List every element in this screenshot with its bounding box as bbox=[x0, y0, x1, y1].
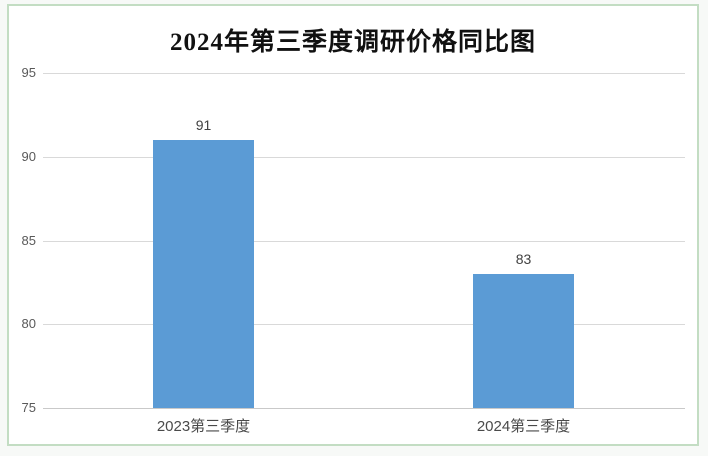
y-tick-label: 90 bbox=[21, 149, 36, 164]
chart-inner: 2024年第三季度调研价格同比图 95 90 85 80 75 91 2023第三季度 83 2… bbox=[9, 6, 697, 444]
y-gridline bbox=[43, 324, 685, 325]
chart-frame: 2024年第三季度调研价格同比图 95 90 85 80 75 91 2023第三季度 83 2… bbox=[7, 4, 699, 446]
y-gridline bbox=[43, 241, 685, 242]
y-tick-label: 85 bbox=[21, 233, 36, 248]
bar-value-label: 83 bbox=[515, 251, 532, 267]
bar-value-label: 91 bbox=[195, 117, 212, 133]
y-tick-label: 80 bbox=[21, 316, 36, 331]
y-tick-label: 75 bbox=[21, 400, 36, 415]
y-gridline bbox=[43, 157, 685, 158]
y-gridline bbox=[43, 73, 685, 74]
bar bbox=[153, 140, 254, 408]
plot-area: 95 90 85 80 75 91 2023第三季度 83 2024第三季度 bbox=[9, 6, 697, 444]
bar bbox=[473, 274, 574, 408]
chart-title: 2024年第三季度调研价格同比图 bbox=[169, 29, 536, 56]
x-category-label: 2024第三季度 bbox=[476, 418, 571, 435]
x-category-label: 2023第三季度 bbox=[156, 418, 251, 435]
x-axis-line bbox=[43, 408, 685, 409]
y-tick-label: 95 bbox=[21, 65, 36, 80]
